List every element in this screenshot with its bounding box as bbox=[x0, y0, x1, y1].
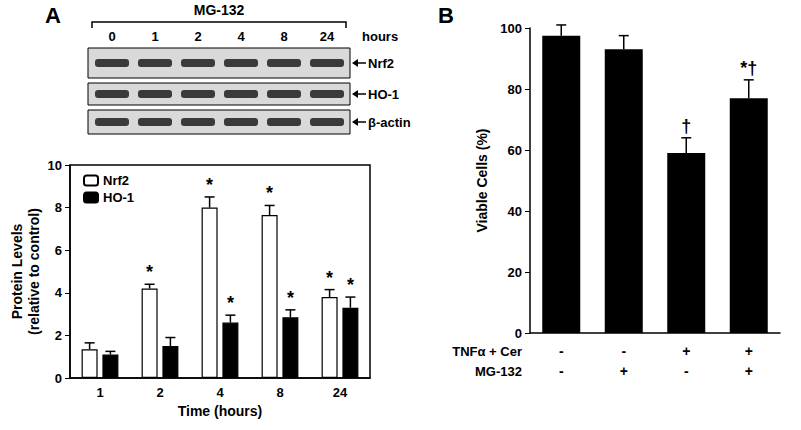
svg-text:10: 10 bbox=[48, 158, 62, 173]
svg-text:hours: hours bbox=[362, 29, 398, 44]
svg-text:24: 24 bbox=[320, 29, 335, 44]
svg-text:0: 0 bbox=[108, 29, 115, 44]
svg-text:+: + bbox=[620, 363, 628, 379]
svg-text:2: 2 bbox=[194, 29, 201, 44]
svg-text:MG-132: MG-132 bbox=[194, 2, 245, 18]
svg-text:40: 40 bbox=[508, 204, 522, 219]
svg-text:100: 100 bbox=[500, 21, 522, 36]
svg-text:HO-1: HO-1 bbox=[103, 190, 134, 205]
svg-text:MG-132: MG-132 bbox=[475, 364, 522, 379]
svg-text:Time (hours): Time (hours) bbox=[178, 403, 263, 419]
svg-text:Nrf2: Nrf2 bbox=[368, 56, 394, 71]
svg-text:HO-1: HO-1 bbox=[368, 87, 399, 102]
svg-text:0: 0 bbox=[55, 371, 62, 386]
svg-text:0: 0 bbox=[515, 326, 522, 341]
svg-text:60: 60 bbox=[508, 143, 522, 158]
svg-text:-: - bbox=[621, 343, 626, 359]
svg-text:+: + bbox=[682, 343, 690, 359]
svg-text:*: * bbox=[326, 268, 333, 288]
svg-text:2: 2 bbox=[156, 385, 163, 400]
svg-text:Viable Cells (%): Viable Cells (%) bbox=[474, 128, 490, 232]
svg-text:+: + bbox=[745, 343, 753, 359]
svg-text:*: * bbox=[206, 175, 213, 195]
svg-text:*: * bbox=[287, 288, 294, 308]
svg-text:*: * bbox=[347, 275, 354, 295]
svg-text:6: 6 bbox=[55, 243, 62, 258]
svg-text:A: A bbox=[45, 3, 61, 28]
svg-text:4: 4 bbox=[55, 285, 63, 300]
svg-text:8: 8 bbox=[55, 200, 62, 215]
svg-text:1: 1 bbox=[96, 385, 103, 400]
svg-text:1: 1 bbox=[151, 29, 158, 44]
svg-text:Protein Levels: Protein Levels bbox=[9, 223, 25, 319]
svg-text:-: - bbox=[559, 343, 564, 359]
svg-text:80: 80 bbox=[508, 82, 522, 97]
svg-text:8: 8 bbox=[280, 29, 287, 44]
svg-text:-: - bbox=[684, 363, 689, 379]
svg-text:*†: *† bbox=[740, 58, 757, 78]
svg-text:*: * bbox=[227, 293, 234, 313]
svg-text:B: B bbox=[438, 3, 454, 28]
svg-text:-: - bbox=[559, 363, 564, 379]
svg-text:*: * bbox=[266, 183, 273, 203]
svg-text:20: 20 bbox=[508, 265, 522, 280]
svg-text:24: 24 bbox=[333, 385, 348, 400]
svg-text:(relative to control): (relative to control) bbox=[26, 208, 42, 335]
svg-text:+: + bbox=[745, 363, 753, 379]
svg-text:†: † bbox=[681, 116, 691, 136]
svg-text:β-actin: β-actin bbox=[368, 115, 411, 130]
svg-text:TNFα + Cer: TNFα + Cer bbox=[452, 344, 522, 359]
svg-text:*: * bbox=[146, 262, 153, 282]
svg-text:4: 4 bbox=[216, 385, 224, 400]
svg-text:8: 8 bbox=[276, 385, 283, 400]
svg-text:Nrf2: Nrf2 bbox=[103, 173, 129, 188]
svg-text:4: 4 bbox=[237, 29, 245, 44]
svg-text:2: 2 bbox=[55, 328, 62, 343]
